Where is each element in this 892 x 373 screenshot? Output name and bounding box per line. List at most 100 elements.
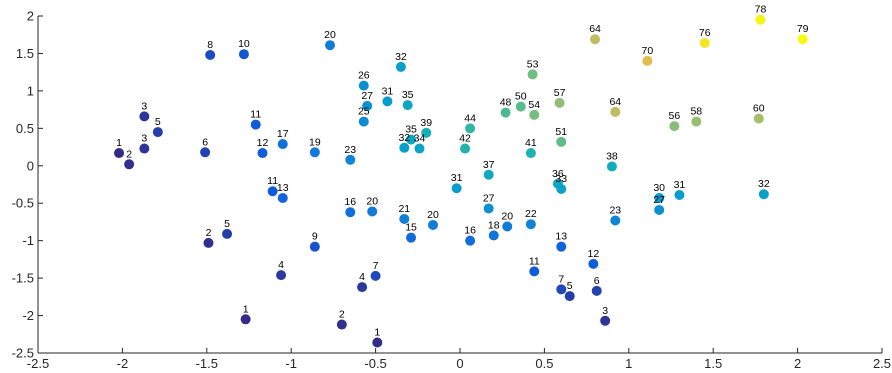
point-label: 23 (609, 204, 621, 216)
point-label: 25 (358, 106, 370, 118)
point-label: 22 (525, 208, 537, 220)
scatter-point (755, 14, 766, 25)
point-label: 37 (483, 159, 495, 171)
y-tick-label: -2.5 (12, 346, 34, 361)
point-label: 15 (405, 222, 417, 234)
scatter-point (406, 134, 417, 145)
point-label: 42 (459, 133, 471, 145)
point-label: 2 (339, 309, 345, 321)
scatter-point (399, 213, 410, 224)
y-tick-label: 1.5 (16, 46, 34, 61)
scatter-point (402, 100, 413, 111)
scatter-point (309, 147, 320, 158)
scatter-point (382, 96, 393, 107)
scatter-point (758, 189, 769, 200)
x-tick-label: -2.5 (27, 356, 49, 371)
y-tick-label: 1 (27, 83, 34, 98)
point-label: 54 (528, 99, 540, 111)
point-label: 76 (699, 27, 711, 39)
scatter-point (336, 319, 347, 330)
scatter-point (753, 113, 764, 124)
scatter-point (414, 143, 425, 154)
point-label: 23 (344, 144, 356, 156)
scatter-point (699, 37, 710, 48)
x-tick-label: -1 (285, 356, 297, 371)
x-tick-label: -0.5 (364, 356, 386, 371)
point-label: 1 (374, 327, 380, 339)
scatter-point (399, 142, 410, 153)
scatter-point (267, 186, 278, 197)
scatter-point (500, 107, 511, 118)
point-label: 20 (324, 29, 336, 41)
point-label: 4 (359, 271, 365, 283)
scatter-point (367, 206, 378, 217)
point-label: 57 (554, 87, 566, 99)
point-label: 2 (206, 227, 212, 239)
scatter-point (395, 61, 406, 72)
scatter-point (600, 315, 611, 326)
point-label: 6 (202, 136, 208, 148)
scatter-point (345, 207, 356, 218)
point-label: 48 (500, 97, 512, 109)
point-label: 11 (267, 175, 278, 187)
point-label: 1 (243, 303, 249, 315)
scatter-point (114, 148, 125, 159)
point-label: 7 (558, 273, 564, 285)
scatter-point (525, 219, 536, 230)
scatter-point (591, 285, 602, 296)
scatter-point (527, 69, 538, 80)
point-label: 12 (588, 248, 600, 260)
point-label: 19 (309, 136, 321, 148)
scatter-point (240, 314, 251, 325)
point-label: 64 (609, 96, 621, 108)
y-tick-label: -1.5 (12, 271, 34, 286)
point-label: 7 (373, 260, 379, 272)
point-label: 27 (483, 192, 495, 204)
scatter-point (556, 284, 567, 295)
scatter-point (642, 55, 653, 66)
scatter-point (797, 34, 808, 45)
scatter-point (372, 337, 383, 348)
scatter-point (610, 106, 621, 117)
point-label: 79 (797, 23, 809, 35)
scatter-point (691, 116, 702, 127)
point-label: 33 (555, 173, 567, 185)
x-tick-label: 1 (625, 356, 632, 371)
scatter-point (669, 121, 680, 132)
scatter-point (483, 169, 494, 180)
scatter-point (554, 97, 565, 108)
point-label: 3 (602, 305, 608, 317)
point-label: 10 (238, 38, 250, 50)
point-label: 32 (395, 51, 407, 63)
point-label: 17 (277, 128, 289, 140)
point-label: 20 (366, 195, 378, 207)
scatter-point (529, 109, 540, 120)
scatter-point (427, 219, 438, 230)
point-label: 11 (250, 109, 261, 121)
data-points (114, 14, 808, 348)
point-label: 36 (552, 168, 564, 180)
scatter-point (674, 189, 685, 200)
x-tick-label: -2 (117, 356, 129, 371)
scatter-point (200, 147, 211, 158)
scatter-point (556, 241, 567, 252)
scatter-point (606, 161, 617, 172)
scatter-point (610, 215, 621, 226)
point-label: 38 (606, 151, 618, 163)
scatter-point (465, 235, 476, 246)
scatter-point (370, 270, 381, 281)
scatter-point (406, 232, 417, 243)
x-tick-label: 2 (794, 356, 801, 371)
point-label: 5 (224, 218, 230, 230)
y-tick-label: -0.5 (12, 196, 34, 211)
scatter-point (276, 270, 287, 281)
scatter-point (556, 183, 567, 194)
point-label: 12 (257, 137, 269, 149)
point-label: 39 (420, 117, 432, 129)
x-tick-label: -1.5 (196, 356, 218, 371)
scatter-point (139, 143, 150, 154)
scatter-point (325, 40, 336, 51)
point-label: 70 (642, 45, 654, 57)
scatter-point (250, 119, 261, 130)
